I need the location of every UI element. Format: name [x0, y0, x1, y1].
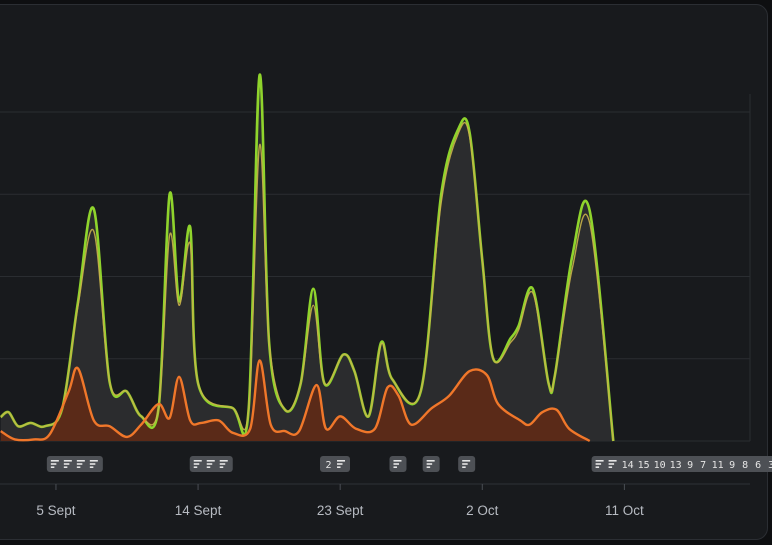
x-tick-label-2: 23 Sept: [317, 503, 364, 518]
annotation-note-icon[interactable]: [193, 460, 202, 468]
annotation-note-icon[interactable]: [219, 460, 228, 468]
annotation-note-icon[interactable]: [63, 460, 72, 468]
area-total: [0, 74, 614, 442]
annotation-note-icon[interactable]: [426, 460, 435, 468]
annotation-count[interactable]: 13: [670, 460, 682, 471]
annotation-note-icon[interactable]: [595, 460, 604, 468]
annotation-marker-group-5[interactable]: [458, 456, 476, 472]
annotation-marker-group-1[interactable]: [189, 456, 233, 472]
annotation-note-icon[interactable]: [89, 460, 98, 468]
annotation-box[interactable]: [591, 456, 772, 472]
x-tick-label-3: 2 Oct: [466, 503, 499, 518]
annotation-count[interactable]: 8: [742, 460, 748, 471]
annotation-note-icon[interactable]: [206, 460, 215, 468]
annotation-count[interactable]: 3: [768, 460, 772, 471]
annotation-note-icon[interactable]: [337, 460, 346, 468]
annotation-marker-group-0[interactable]: [46, 456, 103, 472]
annotation-note-icon[interactable]: [608, 460, 617, 468]
annotation-count[interactable]: 15: [638, 460, 650, 471]
annotation-note-icon[interactable]: [50, 460, 59, 468]
series-line-orange: [0, 359, 591, 443]
annotation-marker-group-2[interactable]: 2: [320, 456, 351, 472]
annotation-marker-group-4[interactable]: [422, 456, 440, 472]
annotation-note-icon[interactable]: [76, 460, 85, 468]
annotation-count[interactable]: 11: [712, 460, 724, 471]
annotation-layer: 2 14 15 10 13 9 7 11 9 8 6 3: [46, 456, 772, 472]
annotation-marker-group-3[interactable]: [389, 456, 407, 472]
line-layer: [0, 73, 615, 443]
annotation-count[interactable]: 2: [325, 460, 331, 471]
chart-panel: [0, 4, 768, 540]
annotation-box[interactable]: [46, 456, 103, 472]
area-orange: [0, 360, 590, 441]
annotation-marker-group-6[interactable]: 14 15 10 13 9 7 11 9 8 6 3: [591, 456, 772, 472]
annotation-count[interactable]: 7: [700, 460, 706, 471]
series-line-secondary: [0, 121, 614, 442]
annotation-count[interactable]: 9: [687, 460, 693, 471]
annotation-count[interactable]: 6: [755, 460, 761, 471]
annotation-count[interactable]: 9: [729, 460, 735, 471]
x-tick-label-1: 14 Sept: [175, 503, 222, 518]
annotation-count[interactable]: 10: [654, 460, 666, 471]
x-tick-label-0: 5 Sept: [36, 503, 75, 518]
annotation-note-icon[interactable]: [462, 460, 471, 468]
annotation-note-icon[interactable]: [393, 460, 402, 468]
x-axis-ticks: 5 Sept 14 Sept 23 Sept 2 Oct 11 Oct: [36, 484, 644, 518]
annotation-count[interactable]: 14: [622, 460, 634, 471]
area-layer: [0, 74, 614, 442]
x-tick-label-4: 11 Oct: [605, 503, 644, 518]
